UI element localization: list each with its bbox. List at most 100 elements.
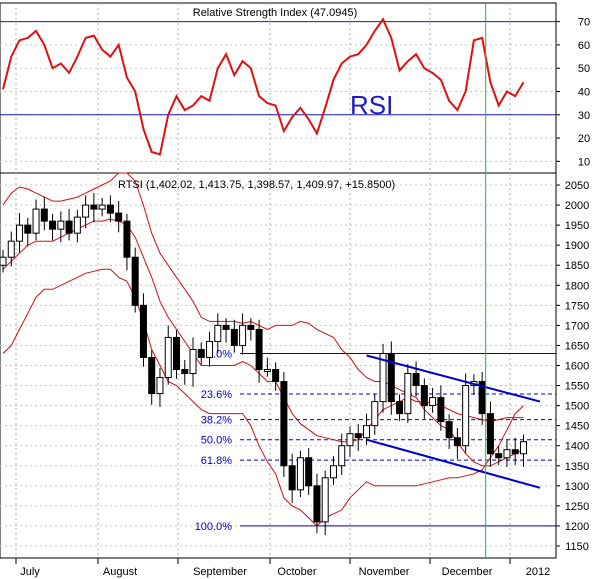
- candle-body: [486, 413, 494, 455]
- price-y-tick-label: 1500: [565, 401, 589, 413]
- channel-upper-line: [366, 354, 541, 403]
- x-tick-label: 2012: [526, 566, 550, 578]
- candle: [98, 197, 106, 217]
- candle-body: [420, 385, 428, 407]
- x-tick-labels: July August September October November Decemb…: [15, 558, 550, 578]
- candle: [346, 426, 354, 457]
- middle-band-line: [2, 218, 524, 443]
- candle: [222, 318, 230, 343]
- rsi-line: [2, 17, 525, 156]
- candle: [73, 209, 81, 243]
- candle-body: [164, 336, 172, 379]
- price-y-tick-label: 1150: [565, 541, 589, 553]
- candle-body: [172, 336, 180, 371]
- price-y-tick-label: 1300: [565, 481, 589, 493]
- rsi-panel: [0, 2, 557, 174]
- candle-body: [16, 224, 24, 242]
- candle: [503, 440, 511, 467]
- price-title: RTSI (1,402.02, 1,413.75, 1,398.57, 1,40…: [118, 179, 395, 191]
- candle: [82, 195, 90, 229]
- candle-body: [412, 373, 420, 387]
- candle-body: [404, 373, 412, 415]
- price-y-tick-label: 1800: [565, 280, 589, 292]
- candle: [412, 361, 420, 397]
- price-y-tick-label: 1200: [565, 521, 589, 533]
- candle: [519, 434, 527, 467]
- candle-body: [222, 324, 230, 330]
- candle-body: [32, 208, 40, 234]
- price-y-tick-label: 2050: [565, 180, 589, 192]
- candle: [239, 313, 247, 355]
- candle: [139, 293, 147, 367]
- candle: [189, 337, 197, 387]
- price-y-tick-label: 1750: [565, 300, 589, 312]
- rsi-line-group: [2, 17, 525, 156]
- candle: [206, 331, 214, 367]
- candle: [7, 231, 15, 267]
- candle: [396, 394, 404, 421]
- candle-body: [338, 445, 346, 467]
- candle-body: [263, 369, 271, 373]
- candle: [379, 343, 387, 413]
- price-y-tick-label: 1950: [565, 220, 589, 232]
- price-y-tick-label: 1650: [565, 340, 589, 352]
- candle: [65, 209, 73, 241]
- candle-body: [519, 441, 527, 455]
- candle: [387, 341, 395, 415]
- candle-body: [387, 352, 395, 403]
- price-y-tick-label: 1450: [565, 421, 589, 433]
- rsi-y-tick-label: 60: [578, 40, 590, 52]
- candle-body: [49, 220, 57, 230]
- channel-lower-line: [366, 438, 541, 489]
- candle-body: [148, 356, 156, 395]
- candle: [230, 319, 238, 353]
- rsi-y-tick-label: 70: [578, 17, 590, 29]
- candle-body: [272, 369, 280, 383]
- candle-body: [98, 204, 106, 210]
- candle-body: [429, 397, 437, 407]
- upper-band-line: [2, 172, 524, 467]
- candle-body: [197, 348, 205, 358]
- candle-body: [0, 256, 7, 266]
- candle: [272, 362, 280, 391]
- candle: [214, 313, 222, 353]
- candle-body: [288, 465, 296, 491]
- candle: [371, 394, 379, 435]
- candle: [57, 211, 65, 243]
- candle: [24, 217, 32, 247]
- x-tick-label: August: [103, 566, 137, 578]
- price-candles: [0, 193, 527, 536]
- candle: [462, 373, 470, 453]
- candle: [321, 470, 329, 536]
- candle: [164, 325, 172, 385]
- candle-body: [123, 220, 131, 258]
- fib-label: 100.0%: [195, 521, 233, 533]
- candle: [329, 456, 337, 486]
- lower-band-line: [2, 268, 524, 527]
- candle: [495, 446, 503, 465]
- candle: [429, 387, 437, 413]
- candle-body: [106, 204, 114, 214]
- candle-body: [239, 324, 247, 346]
- fib-label: 38.2%: [201, 415, 232, 427]
- candle: [445, 414, 453, 449]
- rsi-y-tick-labels: 10 20 30 40 50 60 70: [556, 17, 590, 168]
- rsi-y-tick-label: 50: [578, 63, 590, 75]
- candle-body: [73, 216, 81, 234]
- x-tick-label: November: [359, 566, 410, 578]
- candle-body: [131, 256, 139, 306]
- candle: [131, 247, 139, 313]
- price-y-tick-label: 1700: [565, 320, 589, 332]
- candle-body: [115, 212, 123, 222]
- candle: [172, 330, 180, 379]
- candle: [123, 213, 131, 271]
- candle: [156, 367, 164, 407]
- candle: [511, 437, 519, 465]
- candle: [90, 193, 98, 223]
- candle-body: [371, 401, 379, 427]
- candle-body: [478, 381, 486, 415]
- rsi-y-tick-label: 20: [578, 133, 590, 145]
- fib-label: 23.6%: [201, 389, 232, 401]
